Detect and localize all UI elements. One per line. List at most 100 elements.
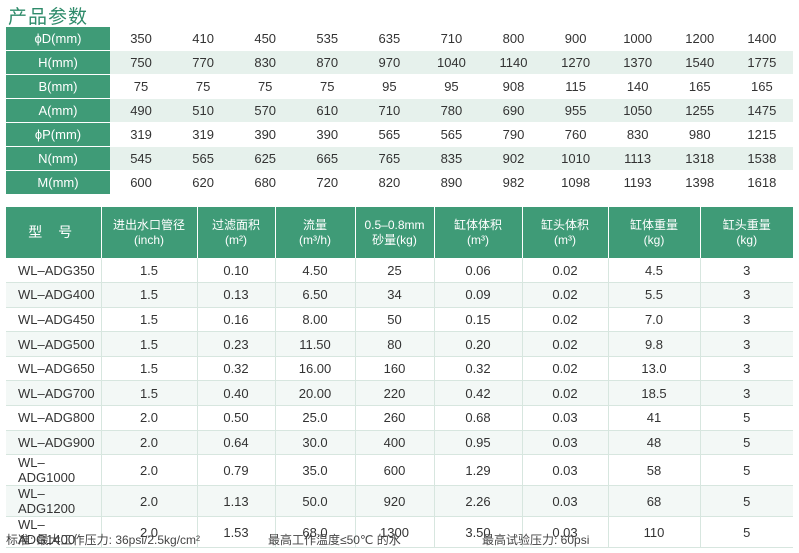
- spec-cell: 400: [355, 430, 435, 456]
- spec-column-header: 过滤面积 (m²): [197, 207, 276, 258]
- spec-cell: 5: [700, 430, 793, 456]
- header-line-2: (inch): [133, 232, 164, 247]
- spec-column-header: 型 号: [6, 207, 102, 258]
- dimension-label: A(mm): [6, 99, 110, 123]
- spec-cell: 0.03: [522, 485, 609, 518]
- dimension-value: 535: [296, 27, 359, 51]
- spec-cell: 0.02: [522, 307, 609, 333]
- spec-cell: 0.20: [434, 331, 523, 357]
- header-line-1: 缸体重量: [629, 217, 678, 232]
- footer-max-temperature: 最高工作温度≤50℃ 的水: [268, 533, 401, 547]
- table-row: WL–ADG900 2.0 0.64 30.0 400 0.95 0.03 48 5: [6, 430, 793, 456]
- spec-cell: 41: [608, 405, 701, 431]
- spec-cell: 6.50: [275, 282, 356, 308]
- spec-cell: 20.00: [275, 380, 356, 407]
- spec-cell: 0.02: [522, 282, 609, 308]
- spec-cell: 9.8: [608, 331, 701, 357]
- dimension-value: 165: [668, 75, 731, 99]
- dimension-value: 565: [358, 123, 421, 147]
- spec-cell: 7.0: [608, 307, 701, 333]
- spec-column-header: 缸体体积 (m³): [434, 207, 523, 258]
- spec-cell: 2.0: [101, 516, 198, 549]
- dimension-value: 970: [358, 51, 421, 75]
- spec-cell: 4.5: [608, 258, 701, 284]
- spec-cell: 1.5: [101, 380, 198, 407]
- dimension-value: 1193: [606, 171, 669, 195]
- spec-cell: 30.0: [275, 430, 356, 456]
- dimension-value: 980: [668, 123, 731, 147]
- header-line-1: 0.5–0.8mm: [364, 217, 425, 232]
- spec-cell: 0.02: [522, 331, 609, 357]
- spec-cell: 110: [608, 516, 701, 549]
- spec-cell: 1.5: [101, 258, 198, 284]
- dimension-value: 1040: [420, 51, 483, 75]
- dimension-value: 545: [110, 147, 173, 171]
- dimension-value: 1475: [730, 99, 793, 123]
- dimension-value: 1270: [544, 51, 607, 75]
- dimension-value: 1000: [606, 27, 669, 51]
- table-row: WL–ADG1000 2.0 0.79 35.0 600 1.29 0.03 58 5: [6, 454, 793, 487]
- dimension-value: 1540: [668, 51, 731, 75]
- dimension-value: 982: [482, 171, 545, 195]
- dimension-value: 1398: [668, 171, 731, 195]
- spec-cell: 0.95: [434, 430, 523, 456]
- spec-column-header: 缸头体积 (m³): [522, 207, 609, 258]
- dimension-value: 900: [544, 27, 607, 51]
- header-line-1: 过滤面积: [211, 217, 260, 232]
- footer-test-pressure: 最高试验压力: 60psi: [482, 533, 590, 547]
- model-cell: WL–ADG350: [6, 258, 102, 284]
- table-row: WL–ADG1400 2.0 1.53 68.0 1300 3.50 0.03 110 5: [6, 516, 793, 549]
- spec-cell: 3: [700, 282, 793, 308]
- table-row: WL–ADG1200 2.0 1.13 50.0 920 2.26 0.03 68 5: [6, 485, 793, 518]
- dimension-value: 450: [234, 27, 297, 51]
- spec-cell: 35.0: [275, 454, 356, 487]
- dimension-value: 750: [110, 51, 173, 75]
- header-line-1: 型 号: [28, 224, 79, 240]
- dimension-value: 610: [296, 99, 359, 123]
- spec-cell: 920: [355, 485, 435, 518]
- dimension-value: 140: [606, 75, 669, 99]
- spec-cell: 5: [700, 454, 793, 487]
- dimension-row: ϕP(mm) 319 319 390 390 565 565 790 760 830 980 1215: [6, 123, 793, 147]
- header-line-2: 砂量(kg): [372, 232, 417, 247]
- dimension-value: 115: [544, 75, 607, 99]
- spec-cell: 0.40: [197, 380, 276, 407]
- dimension-value: 890: [420, 171, 483, 195]
- spec-column-header: 进出水口管径 (inch): [101, 207, 198, 258]
- dimension-value: 665: [296, 147, 359, 171]
- spec-cell: 25: [355, 258, 435, 284]
- dimension-value: 490: [110, 99, 173, 123]
- dimension-value: 1215: [730, 123, 793, 147]
- dimension-value: 565: [172, 147, 235, 171]
- spec-cell: 1.13: [197, 485, 276, 518]
- dimension-value: 830: [606, 123, 669, 147]
- dimension-row: ϕD(mm) 350 410 450 535 635 710 800 900 1000 1200 14…: [6, 27, 793, 51]
- dimension-label: N(mm): [6, 147, 110, 171]
- spec-cell: 3: [700, 331, 793, 357]
- spec-cell: 0.32: [434, 356, 523, 382]
- dimension-value: 760: [544, 123, 607, 147]
- dimension-row: B(mm) 75 75 75 75 95 95 908 115 140 165 165: [6, 75, 793, 99]
- spec-cell: 0.02: [522, 380, 609, 407]
- spec-cell: 5: [700, 516, 793, 549]
- dimension-value: 710: [420, 27, 483, 51]
- dimension-value: 720: [296, 171, 359, 195]
- spec-cell: 0.03: [522, 516, 609, 549]
- dimension-row: A(mm) 490 510 570 610 710 780 690 955 1050 1255 147…: [6, 99, 793, 123]
- dimension-value: 565: [420, 123, 483, 147]
- table-row: WL–ADG450 1.5 0.16 8.00 50 0.15 0.02 7.0 3: [6, 307, 793, 333]
- spec-cell: 0.79: [197, 454, 276, 487]
- table-row: WL–ADG700 1.5 0.40 20.00 220 0.42 0.02 18.5 3: [6, 380, 793, 407]
- spec-cell: 0.03: [522, 454, 609, 487]
- dimension-value: 1775: [730, 51, 793, 75]
- spec-cell: 0.50: [197, 405, 276, 431]
- dimension-value: 1098: [544, 171, 607, 195]
- dimension-value: 350: [110, 27, 173, 51]
- spec-cell: 13.0: [608, 356, 701, 382]
- model-cell: WL–ADG1000: [6, 454, 102, 487]
- dimension-value: 620: [172, 171, 235, 195]
- model-cell: WL–ADG450: [6, 307, 102, 333]
- dimension-value: 165: [730, 75, 793, 99]
- table-row: WL–ADG800 2.0 0.50 25.0 260 0.68 0.03 41 5: [6, 405, 793, 431]
- spec-cell: 1300: [355, 516, 435, 549]
